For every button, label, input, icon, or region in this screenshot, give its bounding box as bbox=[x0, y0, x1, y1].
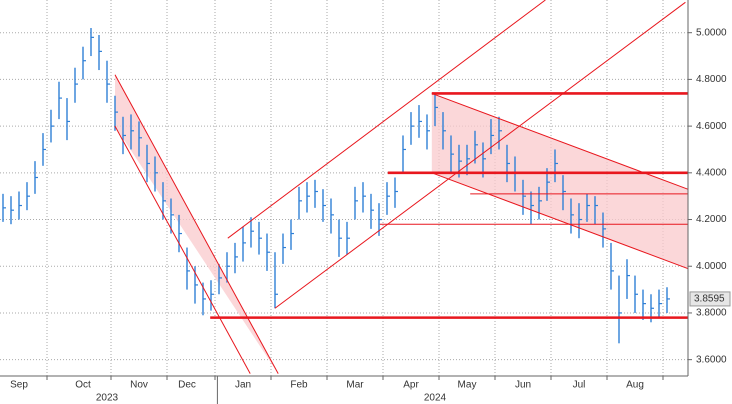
x-tick-label: Dec bbox=[178, 380, 196, 391]
x-tick-label: Jul bbox=[573, 380, 586, 391]
y-tick-label: 3.6000 bbox=[696, 354, 727, 365]
x-tick-label: May bbox=[458, 380, 477, 391]
y-tick-label: 4.4000 bbox=[696, 167, 727, 178]
x-tick-label: Oct bbox=[75, 380, 91, 391]
x-tick-label: Nov bbox=[130, 380, 148, 391]
x-tick-label: Sep bbox=[10, 380, 28, 391]
y-tick-label: 4.8000 bbox=[696, 74, 727, 85]
trend-line bbox=[274, 1, 686, 309]
trend-line bbox=[431, 172, 688, 270]
trend-line bbox=[114, 74, 279, 374]
trend-line bbox=[227, 0, 546, 239]
x-tick-label: Aug bbox=[626, 380, 644, 391]
last-value-box bbox=[689, 291, 731, 307]
x-tick-label: Jan bbox=[235, 380, 251, 391]
year-label: 2024 bbox=[424, 393, 447, 404]
x-tick-label: Apr bbox=[403, 380, 419, 391]
y-tick-label: 4.0000 bbox=[696, 261, 727, 272]
year-label: 2023 bbox=[96, 393, 119, 404]
last-value-label: 3.8595 bbox=[694, 294, 725, 305]
x-tick-label: Feb bbox=[290, 380, 308, 391]
y-tick-label: 4.6000 bbox=[696, 121, 727, 132]
y-tick-label: 4.2000 bbox=[696, 214, 727, 225]
trend-line bbox=[114, 125, 251, 374]
x-tick-label: Jun bbox=[515, 380, 531, 391]
x-tick-label: Mar bbox=[346, 380, 364, 391]
y-tick-label: 3.8000 bbox=[696, 308, 727, 319]
y-tick-label: 5.0000 bbox=[696, 27, 727, 38]
channel-band bbox=[431, 93, 688, 269]
